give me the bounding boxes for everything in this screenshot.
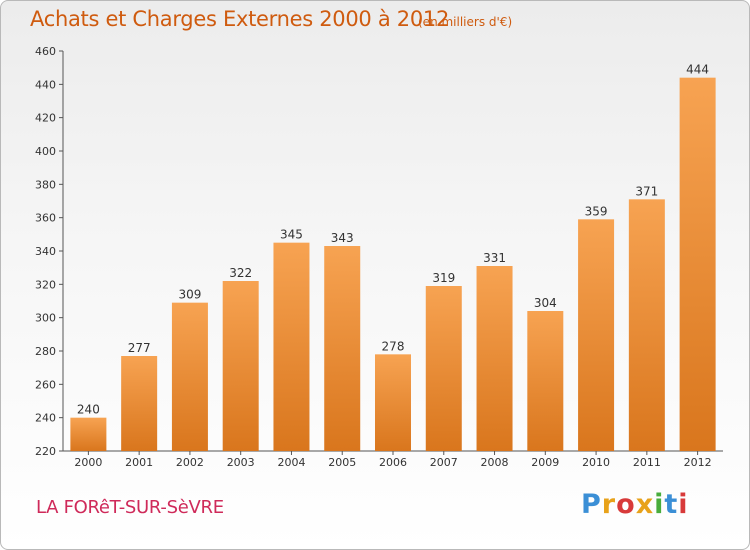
value-label-2009: 304 bbox=[534, 296, 557, 310]
bar-2005 bbox=[324, 246, 361, 451]
y-tick-label: 340 bbox=[35, 245, 56, 258]
x-tick-label: 2006 bbox=[379, 456, 407, 469]
bar-2008 bbox=[476, 266, 513, 451]
value-label-2010: 359 bbox=[585, 204, 608, 218]
value-label-2008: 331 bbox=[483, 251, 506, 265]
x-tick-label: 2012 bbox=[684, 456, 712, 469]
value-label-2001: 277 bbox=[128, 341, 151, 355]
y-tick-label: 440 bbox=[35, 78, 56, 91]
value-label-2007: 319 bbox=[432, 271, 455, 285]
logo-letter: i bbox=[678, 489, 689, 520]
x-tick-label: 2005 bbox=[328, 456, 356, 469]
bar-2012 bbox=[679, 77, 716, 452]
y-tick-label: 320 bbox=[35, 278, 56, 291]
bar-2002 bbox=[171, 302, 208, 451]
value-label-2006: 278 bbox=[382, 339, 405, 353]
y-tick-label: 280 bbox=[35, 345, 56, 358]
value-label-2003: 322 bbox=[229, 266, 252, 280]
x-tick-label: 2002 bbox=[176, 456, 204, 469]
x-tick-label: 2011 bbox=[633, 456, 661, 469]
proxiti-logo: Proxiti bbox=[581, 489, 689, 520]
bar-2003 bbox=[222, 281, 259, 451]
x-tick-label: 2001 bbox=[125, 456, 153, 469]
x-tick-label: 2009 bbox=[531, 456, 559, 469]
logo-letter: t bbox=[664, 489, 679, 520]
x-tick-label: 2010 bbox=[582, 456, 610, 469]
bar-2000 bbox=[70, 417, 107, 451]
logo-letter: x bbox=[635, 489, 655, 520]
bar-2001 bbox=[121, 356, 158, 451]
value-label-2005: 343 bbox=[331, 231, 354, 245]
value-label-2004: 345 bbox=[280, 228, 303, 242]
y-tick-label: 240 bbox=[35, 412, 56, 425]
value-label-2011: 371 bbox=[635, 184, 658, 198]
logo-letter: o bbox=[616, 489, 636, 520]
chart-subtitle: (en milliers d'€) bbox=[418, 15, 513, 29]
bar-2006 bbox=[375, 354, 411, 451]
x-tick-label: 2004 bbox=[277, 456, 305, 469]
bar-2011 bbox=[628, 199, 665, 451]
y-tick-label: 400 bbox=[35, 145, 56, 158]
y-tick-label: 380 bbox=[35, 178, 56, 191]
logo-letter: P bbox=[581, 489, 602, 520]
bar-2007 bbox=[425, 286, 462, 451]
y-tick-label: 220 bbox=[35, 445, 56, 458]
x-tick-label: 2003 bbox=[227, 456, 255, 469]
x-tick-label: 2008 bbox=[481, 456, 509, 469]
y-tick-label: 460 bbox=[35, 45, 56, 58]
bar-2004 bbox=[273, 242, 310, 451]
x-tick-label: 2000 bbox=[74, 456, 102, 469]
y-tick-label: 360 bbox=[35, 212, 56, 225]
y-tick-label: 260 bbox=[35, 378, 56, 391]
value-label-2002: 309 bbox=[178, 288, 201, 302]
city-name: LA FORêT-SUR-SèVRE bbox=[36, 497, 224, 518]
logo-letter: r bbox=[601, 489, 617, 520]
y-tick-label: 420 bbox=[35, 112, 56, 125]
y-tick-label: 300 bbox=[35, 312, 56, 325]
value-label-2000: 240 bbox=[77, 403, 100, 417]
chart-title: Achats et Charges Externes 2000 à 2012 bbox=[30, 7, 450, 31]
logo-letter: i bbox=[654, 489, 665, 520]
value-label-2012: 444 bbox=[686, 63, 709, 77]
bar-2009 bbox=[527, 311, 564, 451]
x-tick-label: 2007 bbox=[430, 456, 458, 469]
bar-2010 bbox=[578, 219, 615, 451]
